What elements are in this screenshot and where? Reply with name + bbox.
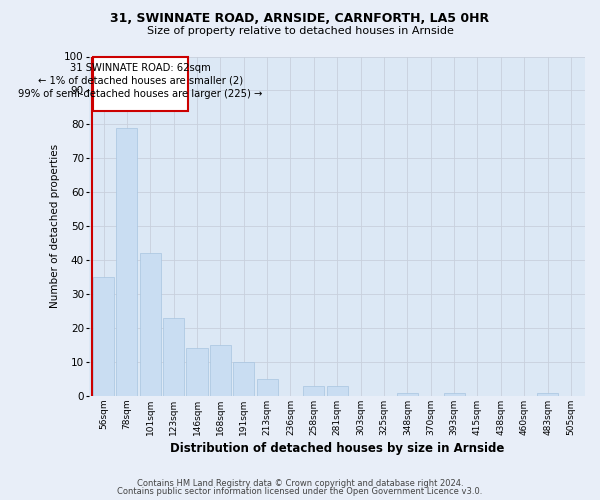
Bar (187, 348, 208, 396)
Text: Contains HM Land Registry data © Crown copyright and database right 2024.: Contains HM Land Registry data © Crown c… (137, 478, 463, 488)
Text: Size of property relative to detached houses in Arnside: Size of property relative to detached ho… (146, 26, 454, 36)
Text: Contains public sector information licensed under the Open Government Licence v3: Contains public sector information licen… (118, 487, 482, 496)
Bar (210, 345, 231, 396)
Bar (233, 362, 254, 396)
Bar (116, 128, 137, 396)
FancyBboxPatch shape (93, 56, 188, 111)
Bar (327, 386, 348, 396)
Bar (257, 379, 278, 396)
Bar (140, 254, 161, 396)
Text: ← 1% of detached houses are smaller (2): ← 1% of detached houses are smaller (2) (38, 75, 243, 85)
Bar (163, 318, 184, 396)
Bar (93, 277, 114, 396)
Y-axis label: Number of detached properties: Number of detached properties (50, 144, 60, 308)
X-axis label: Distribution of detached houses by size in Arnside: Distribution of detached houses by size … (170, 442, 505, 455)
Bar (537, 392, 558, 396)
Text: 31 SWINNATE ROAD: 62sqm: 31 SWINNATE ROAD: 62sqm (70, 62, 211, 72)
Bar (397, 392, 418, 396)
Bar (443, 392, 464, 396)
Text: 31, SWINNATE ROAD, ARNSIDE, CARNFORTH, LA5 0HR: 31, SWINNATE ROAD, ARNSIDE, CARNFORTH, L… (110, 12, 490, 26)
Text: 99% of semi-detached houses are larger (225) →: 99% of semi-detached houses are larger (… (18, 88, 263, 99)
Bar (304, 386, 325, 396)
